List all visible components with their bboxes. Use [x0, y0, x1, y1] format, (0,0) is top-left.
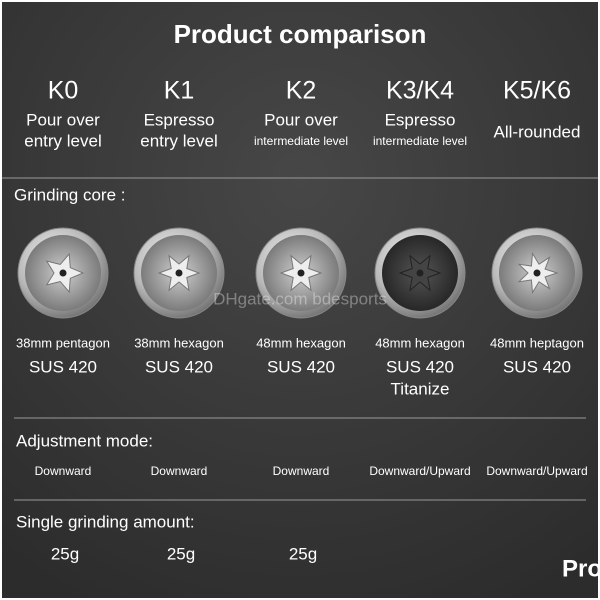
section-label: Grinding core :	[14, 185, 126, 204]
core-spec: SUS 420	[386, 357, 454, 376]
adjustment-mode: Downward	[151, 464, 208, 478]
adjustment-mode: Downward	[35, 464, 92, 478]
core-spec: SUS 420	[145, 357, 213, 376]
adjustment-mode: Downward/Upward	[486, 464, 587, 478]
model-desc: Espresso	[144, 110, 215, 129]
model-desc: entry level	[24, 131, 101, 150]
model-desc: All-rounded	[494, 122, 581, 141]
model-name: K1	[164, 77, 195, 105]
core-spec: 38mm pentagon	[16, 335, 110, 350]
model-name: K0	[48, 77, 79, 105]
title: Product comparison	[174, 19, 427, 49]
grinding-amount: 25g	[289, 544, 317, 563]
core-spec: SUS 420	[503, 357, 571, 376]
burr-hole	[59, 269, 67, 277]
core-spec: 48mm hexagon	[256, 335, 346, 350]
burr-hole	[297, 269, 305, 277]
core-spec: 48mm heptagon	[490, 335, 584, 350]
model-desc: Pour over	[26, 110, 100, 129]
model-name: K2	[286, 77, 317, 105]
corner-text: Pro	[562, 555, 600, 582]
model-desc: Espresso	[385, 110, 456, 129]
burr-hole	[416, 269, 424, 277]
grinding-amount: 25g	[167, 544, 195, 563]
core-spec: 48mm hexagon	[375, 335, 465, 350]
section-label: Adjustment mode:	[16, 431, 153, 450]
core-spec: Titanize	[391, 379, 450, 398]
core-spec: SUS 420	[267, 357, 335, 376]
grinding-amount: 25g	[51, 544, 79, 563]
adjustment-mode: Downward/Upward	[369, 464, 470, 478]
model-name: K3/K4	[386, 77, 454, 105]
section-label: Single grinding amount:	[16, 512, 195, 531]
adjustment-mode: Downward	[273, 464, 330, 478]
watermark: DHgate.com bdesports	[213, 289, 387, 308]
model-desc: intermediate level	[373, 134, 467, 148]
burr-images	[17, 227, 583, 319]
core-spec: SUS 420	[29, 357, 97, 376]
model-desc: intermediate level	[254, 134, 348, 148]
model-desc: entry level	[140, 131, 217, 150]
model-columns: K0 Pour over entry level 38mm pentagon SUS 4…	[16, 77, 588, 564]
core-spec: 38mm hexagon	[134, 335, 224, 350]
burr-hole	[175, 269, 183, 277]
model-desc: Pour over	[264, 110, 338, 129]
model-name: K5/K6	[503, 77, 571, 105]
burr-hole	[533, 269, 541, 277]
